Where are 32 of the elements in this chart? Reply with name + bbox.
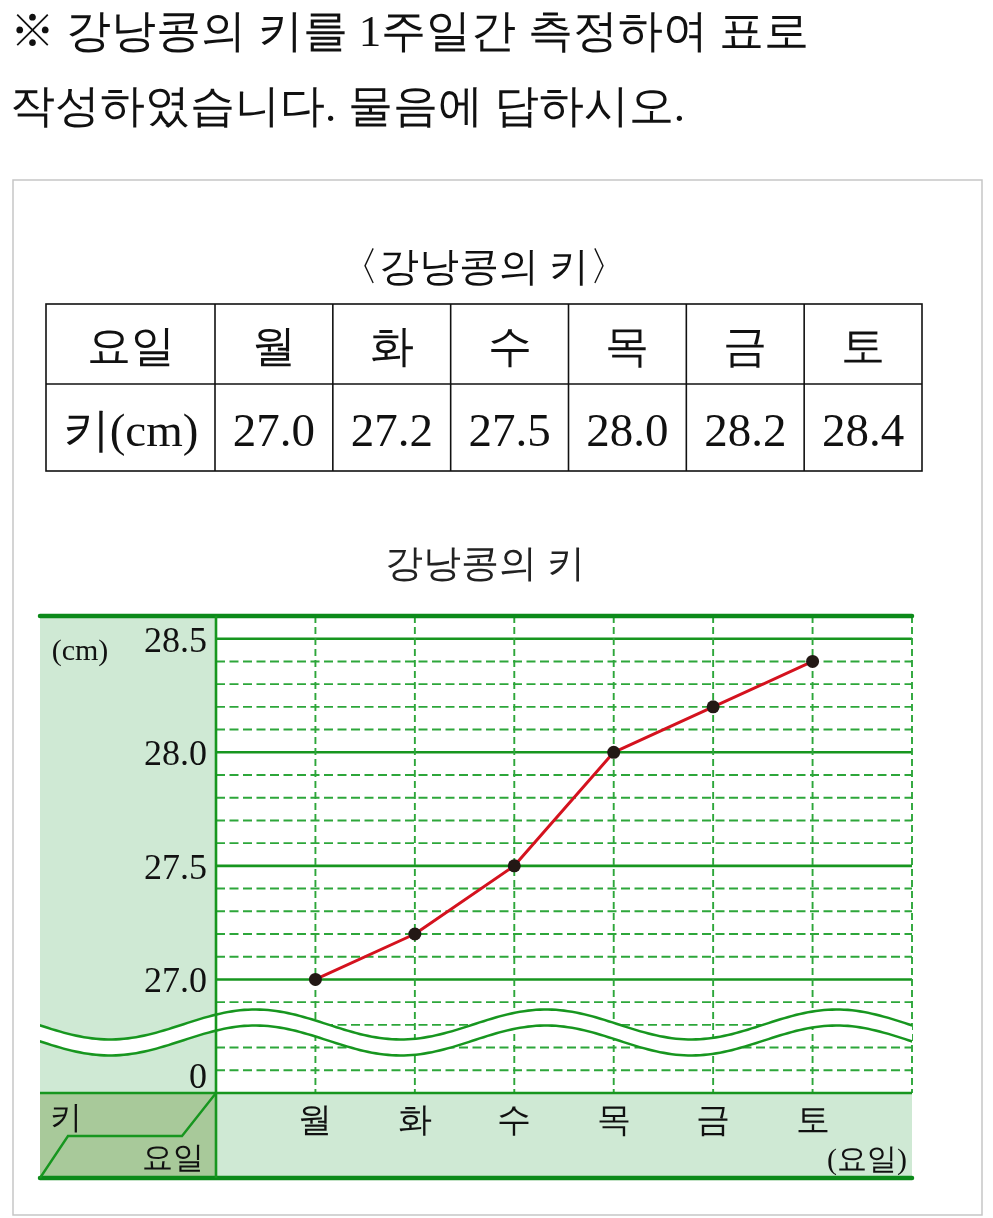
y-tick-label: 27.0 — [144, 960, 207, 1001]
chart-title: 강낭콩의 키 — [384, 542, 586, 584]
text: 키(cm) — [62, 403, 199, 456]
text: 27.0 — [232, 403, 316, 456]
x-tick-label: 화 — [397, 1100, 432, 1138]
x-axis-title: (요일) — [827, 1141, 907, 1176]
text: 키 — [50, 1099, 82, 1135]
text: 월 — [251, 321, 296, 371]
x-tick-label: 목 — [596, 1100, 631, 1138]
text: ※ 강낭콩의 키를 1주일간 측정하여 표로 작성하였습니다. 물음에 답하시오. — [10, 5, 810, 133]
x-tick-label: 금 — [696, 1100, 731, 1138]
y-axis-title: (cm) — [51, 632, 109, 667]
y-tick-label: 27.5 — [144, 846, 207, 887]
y-tick-label: 28.5 — [144, 619, 207, 660]
text: 28.0 — [586, 403, 669, 456]
text: 수 — [487, 321, 532, 371]
text: 요일 — [86, 321, 175, 371]
y-tick-label: 28.0 — [144, 733, 207, 774]
text: 요일 — [142, 1139, 204, 1175]
text: 금 — [723, 321, 768, 371]
x-tick-label: 수 — [497, 1100, 532, 1138]
text: 0 — [189, 1056, 207, 1096]
text: 〈강낭콩의 키〉 — [339, 243, 629, 289]
text: 28.4 — [821, 403, 905, 456]
x-tick-label: 토 — [795, 1100, 830, 1138]
text: 화 — [369, 321, 414, 371]
text: 목 — [605, 321, 650, 371]
text: 28.2 — [704, 403, 787, 456]
text: 27.2 — [350, 403, 433, 456]
x-tick-label: 월 — [298, 1100, 333, 1138]
text: 토 — [841, 321, 886, 371]
text: 27.5 — [468, 403, 551, 456]
